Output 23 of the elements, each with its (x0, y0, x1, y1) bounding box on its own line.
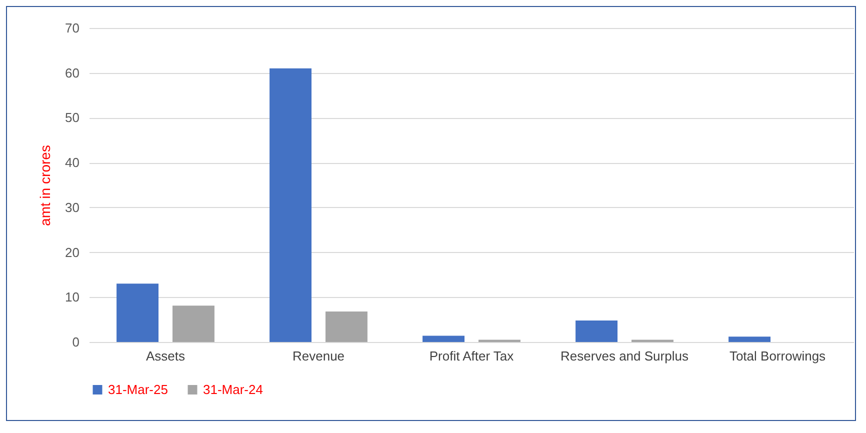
bar (116, 284, 159, 342)
y-tick-label: 60 (65, 65, 80, 80)
x-tick-label: Revenue (292, 348, 345, 364)
y-axis-title: amt in crores (37, 145, 54, 226)
y-tick-label: 50 (65, 110, 80, 126)
y-tick-label: 40 (65, 155, 80, 170)
bar (576, 320, 618, 342)
bar (172, 306, 214, 342)
x-tick-label: Total Borrowings (729, 348, 826, 364)
x-tick-label: Reserves and Surplus (560, 348, 689, 364)
y-tick-label: 70 (65, 20, 80, 36)
y-tick-label: 10 (65, 290, 80, 305)
bar (270, 68, 312, 342)
x-tick-label: Profit After Tax (429, 348, 514, 364)
bar (728, 336, 771, 342)
bar (325, 311, 368, 342)
legend-label: 31-Mar-24 (203, 382, 263, 397)
bar (422, 336, 465, 342)
legend-label: 31-Mar-25 (108, 382, 168, 397)
y-tick-label: 20 (65, 244, 80, 260)
y-tick-label: 30 (65, 200, 80, 215)
x-tick-label: Assets (146, 348, 186, 364)
y-tick-label: 0 (72, 334, 80, 350)
